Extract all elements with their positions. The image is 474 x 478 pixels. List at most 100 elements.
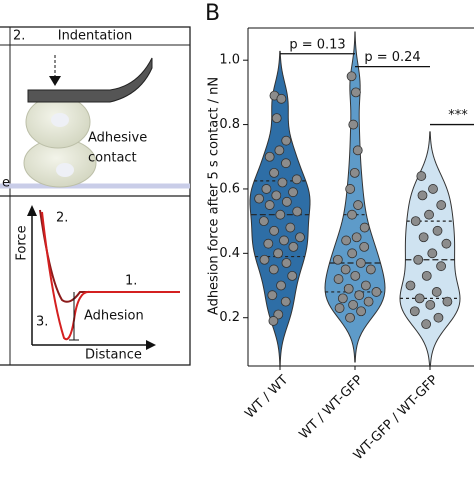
data-point <box>332 254 343 265</box>
data-point <box>259 254 270 265</box>
violin-body <box>324 31 386 363</box>
data-point <box>432 225 443 236</box>
data-point <box>264 200 275 210</box>
data-point <box>288 241 299 252</box>
y-tick-label: 0.8 <box>219 117 240 132</box>
significance-label: p = 0.24 <box>364 50 420 65</box>
x-tick-label: WT / WT <box>242 373 291 422</box>
x-tick-label: WT / WT-GFP <box>297 373 367 443</box>
data-point <box>421 270 432 281</box>
data-point <box>287 270 298 281</box>
data-point <box>268 316 279 326</box>
data-point <box>340 264 351 275</box>
data-point <box>348 119 359 130</box>
data-point <box>441 238 452 249</box>
y-axis-label: Adhesion force after 5 s contact / nN <box>207 77 222 315</box>
data-point <box>350 87 361 98</box>
data-point <box>258 216 269 227</box>
data-point <box>416 171 427 181</box>
data-point <box>363 296 374 307</box>
data-point <box>273 309 284 320</box>
data-point <box>281 258 292 268</box>
curve-retract <box>41 211 180 341</box>
y-tick-label: 0.4 <box>219 246 240 261</box>
data-point <box>269 225 280 236</box>
data-point <box>271 190 282 201</box>
significance-label: *** <box>448 108 468 123</box>
data-point <box>279 235 289 246</box>
data-point <box>291 174 302 185</box>
data-point <box>413 254 424 265</box>
left-panel: 2. Indentation Adhesive contact e Force … <box>0 26 191 366</box>
data-point <box>436 261 446 272</box>
data-point <box>427 248 438 259</box>
y-tick-label: 1.0 <box>219 53 240 68</box>
nucleus <box>51 113 69 127</box>
data-point <box>351 232 362 243</box>
arrow-head <box>49 76 61 86</box>
data-point <box>424 209 434 220</box>
data-point <box>410 216 421 227</box>
data-point <box>350 270 361 281</box>
data-point <box>277 177 288 188</box>
force-axis-label: Force <box>15 225 30 260</box>
data-point <box>276 280 286 291</box>
y-tick-label: 0.2 <box>219 310 240 325</box>
data-point <box>414 293 425 304</box>
axis-head <box>27 205 37 216</box>
data-point <box>359 222 370 233</box>
data-point <box>365 264 376 275</box>
data-point <box>254 193 265 204</box>
data-point <box>418 232 429 243</box>
data-point <box>292 206 303 217</box>
data-point <box>348 299 359 310</box>
significance-label: p = 0.13 <box>289 37 345 52</box>
data-point <box>263 238 274 249</box>
violin-body <box>249 50 311 366</box>
data-point <box>275 209 286 220</box>
curve-step: 3. <box>36 315 48 330</box>
data-point <box>425 299 436 310</box>
data-point <box>347 209 357 220</box>
data-point <box>345 184 356 194</box>
data-point <box>334 303 345 313</box>
data-point <box>288 187 298 198</box>
curve-step: 2. <box>56 211 68 226</box>
data-point <box>333 274 344 284</box>
data-point <box>341 235 352 246</box>
data-point <box>409 306 420 317</box>
data-point <box>267 290 278 301</box>
data-point <box>345 312 355 323</box>
step-label: 2. <box>13 29 25 44</box>
data-point <box>356 306 366 317</box>
data-point <box>269 167 279 178</box>
data-point <box>405 280 416 291</box>
data-point <box>347 248 358 259</box>
data-point <box>353 200 363 210</box>
data-point <box>274 145 285 156</box>
data-point <box>417 190 428 201</box>
data-point <box>337 293 348 304</box>
adhesion-label: Adhesion <box>84 309 144 324</box>
data-point <box>295 232 305 243</box>
data-point <box>280 296 291 307</box>
data-point <box>436 200 447 210</box>
plot-area <box>249 31 461 366</box>
data-point <box>276 93 287 104</box>
distance-axis-label: Distance <box>85 348 142 363</box>
data-point <box>271 113 282 124</box>
data-point <box>268 264 279 275</box>
violin-body <box>399 131 461 366</box>
data-point <box>433 312 444 323</box>
curve-step: 1. <box>125 274 137 289</box>
panel-heading: Indentation <box>58 29 133 44</box>
cell-label: Adhesive <box>88 131 147 146</box>
data-point <box>352 145 363 156</box>
data-point <box>442 296 453 307</box>
data-point <box>285 222 296 233</box>
cell-label: contact <box>88 151 137 166</box>
data-point <box>431 287 442 297</box>
cut-text: e <box>2 176 10 191</box>
